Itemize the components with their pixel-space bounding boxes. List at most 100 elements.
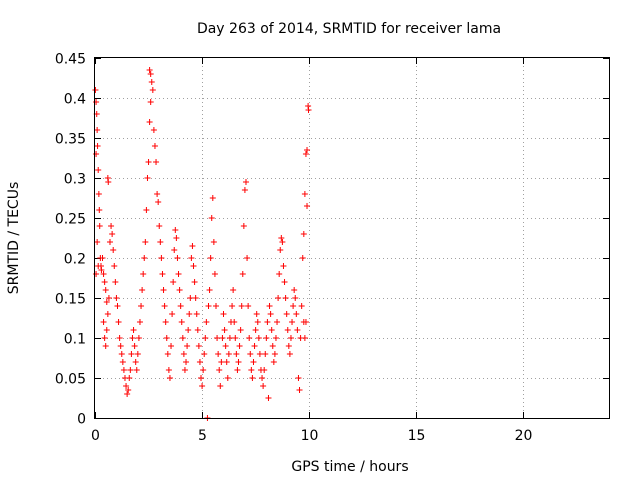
data-point: [192, 295, 199, 301]
data-point: [271, 351, 278, 357]
data-point: [147, 99, 154, 105]
data-point: [283, 311, 290, 317]
data-point: [136, 319, 143, 325]
data-point: [176, 287, 183, 293]
data-point: [184, 343, 191, 349]
data-point: [268, 327, 275, 333]
data-point: [163, 335, 170, 341]
data-point: [233, 351, 240, 357]
data-point: [295, 375, 302, 381]
data-point: [235, 359, 242, 365]
data-point: [146, 119, 153, 125]
data-point: [269, 343, 276, 349]
data-point: [211, 271, 218, 277]
data-point: [252, 327, 259, 333]
data-point: [230, 287, 237, 293]
data-point: [225, 351, 232, 357]
data-point: [170, 279, 177, 285]
data-point: [284, 327, 291, 333]
data-point: [138, 303, 145, 309]
data-point: [299, 255, 306, 261]
data-point: [141, 255, 148, 261]
data-point: [140, 271, 147, 277]
data-point: [237, 327, 244, 333]
data-point: [94, 239, 101, 245]
data-point: [199, 383, 206, 389]
data-point: [236, 343, 243, 349]
data-point: [240, 223, 247, 229]
data-point: [153, 159, 160, 165]
data-point: [249, 375, 256, 381]
data-point: [186, 311, 193, 317]
data-point: [168, 343, 175, 349]
data-point: [195, 343, 202, 349]
data-point: [301, 335, 308, 341]
data-point: [266, 303, 273, 309]
data-point: [267, 311, 274, 317]
data-point: [185, 327, 192, 333]
data-point: [242, 179, 249, 185]
data-point: [253, 311, 260, 317]
data-point: [275, 295, 282, 301]
data-point: [100, 271, 107, 277]
data-point: [238, 303, 245, 309]
data-point: [205, 303, 212, 309]
plot-area-border: [94, 57, 610, 419]
data-point: [177, 303, 184, 309]
x-tick-label: 5: [198, 428, 207, 444]
data-point: [241, 187, 248, 193]
data-point: [145, 159, 152, 165]
data-point: [217, 383, 224, 389]
y-tick-label: 0: [77, 412, 86, 428]
data-point: [135, 335, 142, 341]
data-point: [200, 367, 207, 373]
data-point: [132, 359, 139, 365]
data-point: [224, 375, 231, 381]
data-point: [305, 107, 312, 113]
data-point: [183, 359, 190, 365]
data-point: [191, 279, 198, 285]
data-point: [164, 351, 171, 357]
y-tick-label: 0.05: [55, 372, 86, 388]
data-point: [117, 343, 124, 349]
data-point: [174, 255, 181, 261]
data-point: [166, 375, 173, 381]
data-point: [95, 167, 102, 173]
data-point: [198, 375, 205, 381]
y-axis-label: SRMTID / TECUs: [6, 182, 22, 295]
chart-title: Day 263 of 2014, SRMTID for receiver lam…: [197, 21, 501, 37]
y-tick-label: 0.2: [64, 252, 86, 268]
data-point: [109, 231, 116, 237]
data-point: [149, 87, 156, 93]
data-point: [100, 319, 107, 325]
data-point: [270, 359, 277, 365]
data-point: [301, 191, 308, 197]
data-point: [131, 343, 138, 349]
data-point: [175, 271, 182, 277]
data-point: [254, 319, 261, 325]
data-point: [263, 335, 270, 341]
data-point: [101, 279, 108, 285]
y-tick-label: 0.35: [55, 132, 86, 148]
data-point: [286, 351, 293, 357]
data-point: [96, 223, 103, 229]
data-point: [156, 223, 163, 229]
data-point: [158, 255, 165, 261]
data-point: [304, 147, 311, 153]
data-point: [216, 367, 223, 373]
data-point: [215, 351, 222, 357]
data-point: [292, 295, 299, 301]
data-point: [262, 351, 269, 357]
data-point: [95, 263, 102, 269]
data-point: [147, 71, 154, 77]
data-point: [265, 395, 272, 401]
y-tick-label: 0.25: [55, 212, 86, 228]
data-point: [214, 335, 221, 341]
data-point: [160, 287, 167, 293]
data-point: [159, 271, 166, 277]
data-point: [255, 335, 262, 341]
x-tick-label: 20: [515, 428, 533, 444]
data-point: [196, 359, 203, 365]
data-point: [180, 351, 187, 357]
